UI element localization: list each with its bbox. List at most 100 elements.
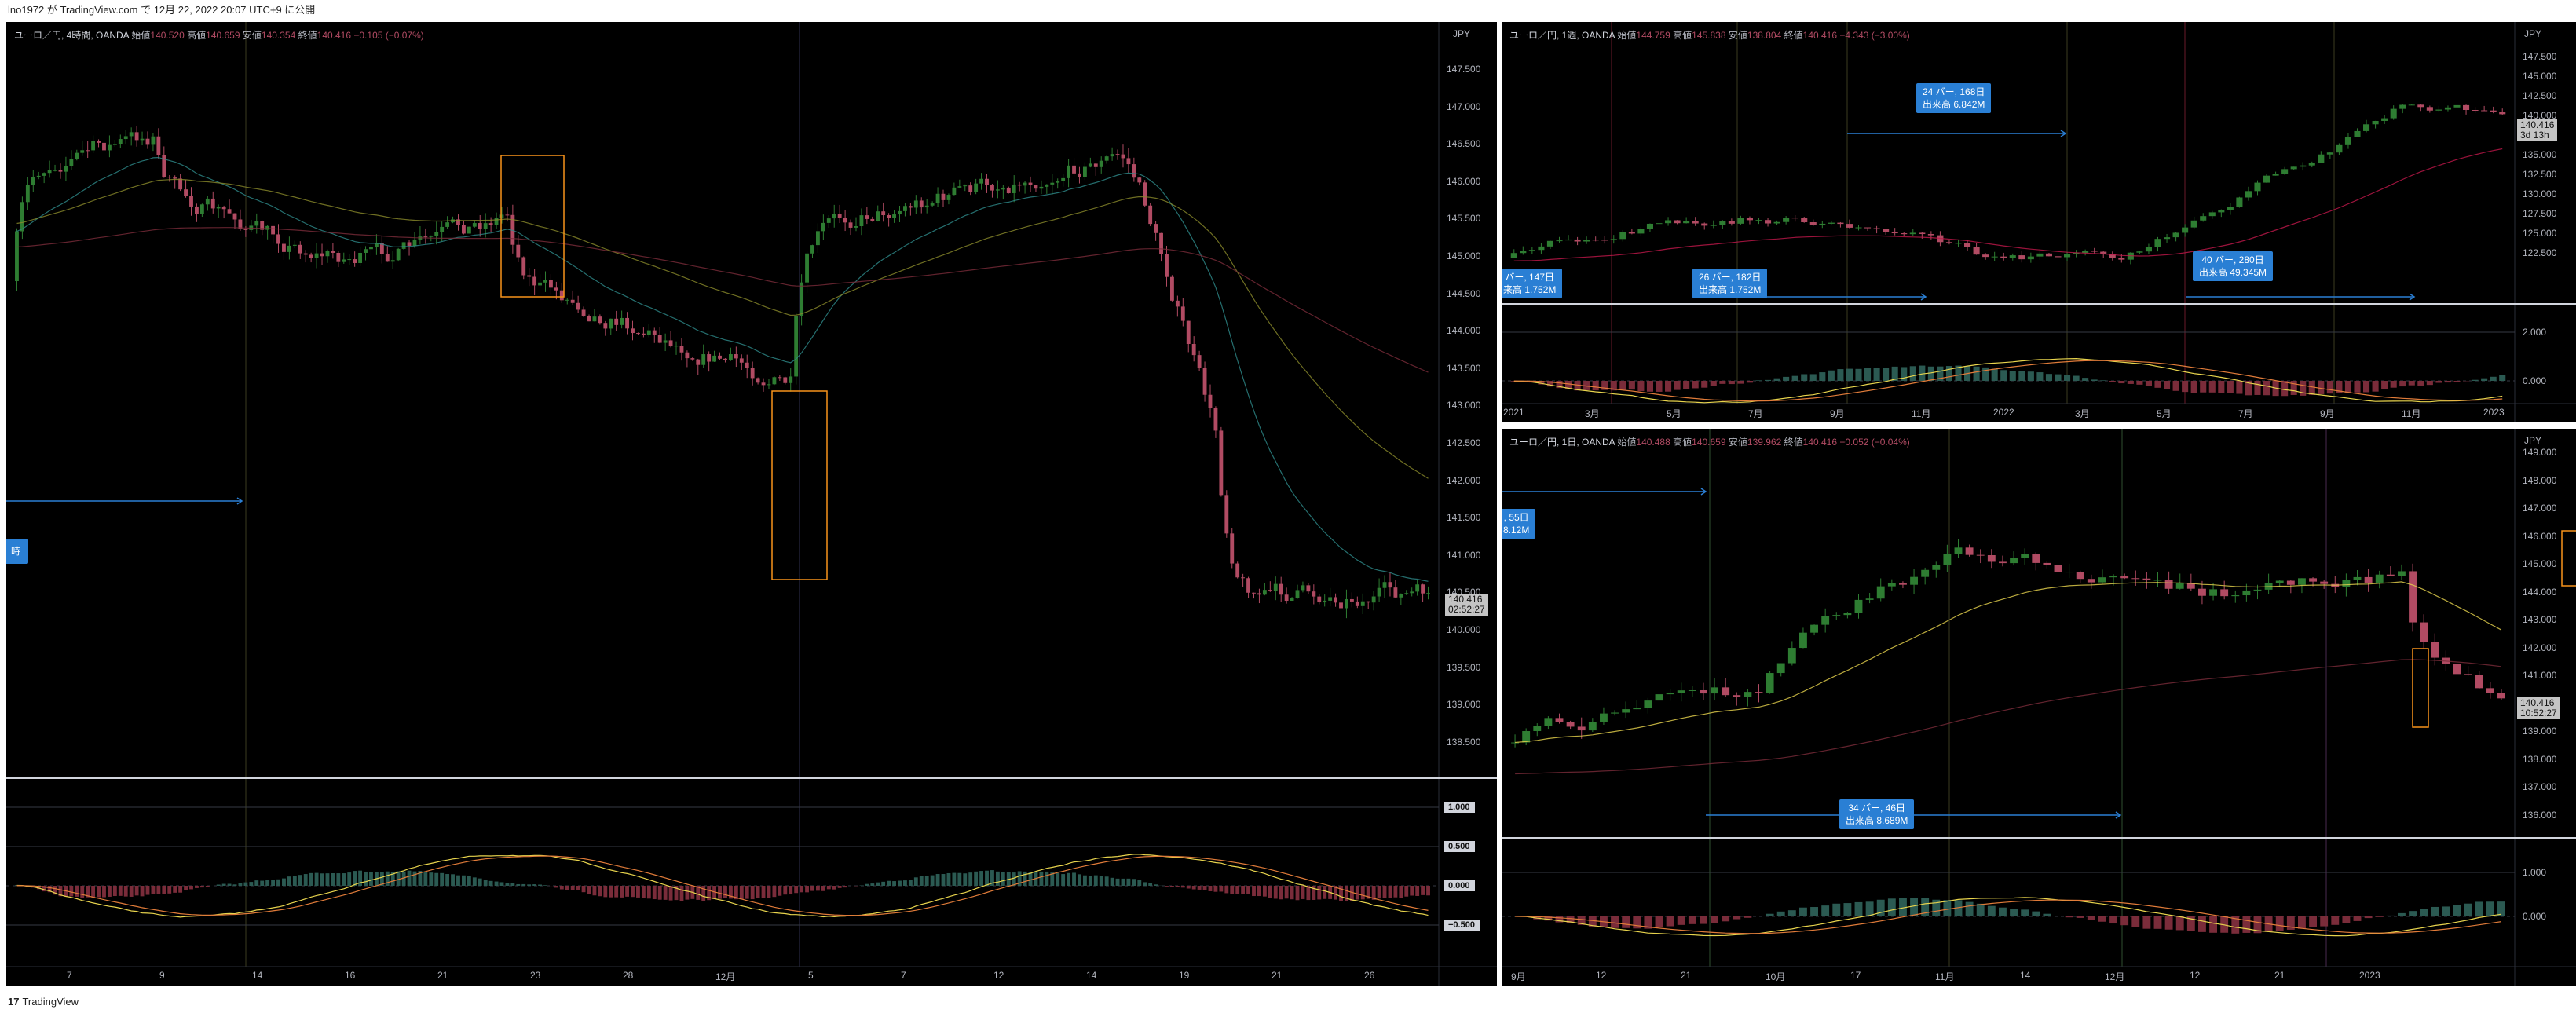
measure-callout[interactable]: 34 バー, 46日 出来高 8.689M xyxy=(1839,799,1915,829)
candle-body xyxy=(2444,107,2451,110)
histogram-bar xyxy=(199,886,204,888)
candle-body xyxy=(2275,580,2284,583)
candle-body xyxy=(898,210,902,215)
candle-body xyxy=(1766,673,1774,693)
candle-body xyxy=(2027,256,2034,260)
chart-canvas[interactable] xyxy=(1502,22,2576,422)
histogram-bar xyxy=(810,886,814,891)
candle-body xyxy=(1001,187,1005,190)
histogram-bar xyxy=(2464,903,2472,916)
histogram-bar xyxy=(1722,916,1730,922)
candle-body xyxy=(598,316,602,324)
histogram-bar xyxy=(1301,886,1305,899)
histogram-bar xyxy=(184,886,188,891)
candle-body xyxy=(2098,577,2106,583)
candle-body xyxy=(614,318,619,325)
candle-body xyxy=(663,340,668,343)
candle-body xyxy=(974,183,979,192)
measure-callout[interactable]: 24 バー, 168日 出来高 6.842M xyxy=(1916,83,1992,113)
histogram-bar xyxy=(401,871,406,886)
candle-body xyxy=(2381,118,2388,121)
histogram-bar xyxy=(173,886,177,893)
histogram-bar xyxy=(423,872,428,886)
histogram-bar xyxy=(2286,916,2295,930)
histogram-bar xyxy=(112,886,117,897)
candle-body xyxy=(1544,718,1553,726)
histogram-bar xyxy=(1202,886,1207,890)
histogram-bar xyxy=(2354,381,2361,393)
histogram-bar xyxy=(47,886,52,893)
histogram-bar xyxy=(390,872,395,886)
price-tick-label: 143.000 xyxy=(1447,400,1481,411)
histogram-bar xyxy=(2076,916,2084,918)
candle-body xyxy=(2453,104,2461,108)
histogram-bar xyxy=(1692,381,1699,389)
histogram-bar xyxy=(1104,876,1109,886)
chart-panel-1w[interactable]: ユーロ／円, 1週, OANDA 始値144.759 高値145.838 安値1… xyxy=(1502,22,2576,422)
measure-callout[interactable]: 26 バー, 182日 出来高 1.752M xyxy=(1692,269,1768,298)
measure-callout[interactable]: , 55日 8.12M xyxy=(1502,509,1536,539)
oscillator-tick-label: 0.000 xyxy=(2523,375,2547,386)
candle-body xyxy=(1821,616,1830,625)
brand-name[interactable]: TradingView xyxy=(22,996,79,1008)
measure-callout[interactable]: バー, 147日 来高 1.752M xyxy=(1502,269,1563,298)
histogram-bar xyxy=(1284,886,1289,899)
measure-callout[interactable]: 40 バー, 280日 出来高 49.345M xyxy=(2193,251,2274,281)
histogram-bar xyxy=(1791,375,1798,381)
candle-body xyxy=(1252,592,1256,594)
candle-body xyxy=(772,377,777,385)
arrow-head xyxy=(2060,130,2067,137)
candle-body xyxy=(2118,258,2125,260)
chart-canvas[interactable] xyxy=(6,22,1497,986)
histogram-bar xyxy=(2409,911,2417,916)
last-price-tag: 140.416 10:52:27 xyxy=(2517,697,2560,719)
histogram-bar xyxy=(1399,886,1403,898)
candle-body xyxy=(1382,582,1387,588)
candle-body xyxy=(47,170,52,174)
candle-body xyxy=(1887,583,1896,587)
histogram-bar xyxy=(2098,916,2106,922)
histogram-bar xyxy=(1028,872,1033,886)
symbol-legend: ユーロ／円, 1日, OANDA 始値140.488 高値140.659 安値1… xyxy=(1509,437,1910,448)
histogram-bar xyxy=(657,886,662,900)
histogram-bar xyxy=(2043,913,2051,916)
histogram-bar xyxy=(1544,916,1553,921)
histogram-bar xyxy=(36,886,41,890)
histogram-bar xyxy=(134,886,139,896)
candle-body xyxy=(2010,558,2018,564)
candle-body xyxy=(385,254,390,262)
chart-canvas[interactable] xyxy=(1502,429,2576,986)
candle-body xyxy=(467,226,471,234)
histogram-bar xyxy=(2009,371,2016,381)
histogram-bar xyxy=(990,870,994,886)
chart-panel-1d[interactable]: ユーロ／円, 1日, OANDA 始値140.488 高値140.659 安値1… xyxy=(1502,429,2576,986)
candle-body xyxy=(303,253,308,255)
candle-body xyxy=(2290,166,2297,170)
histogram-bar xyxy=(1371,886,1376,900)
candle-body xyxy=(1224,495,1229,534)
candle-body xyxy=(1290,598,1294,602)
histogram-bar xyxy=(1565,381,1572,389)
candle-body xyxy=(1746,218,1753,221)
candle-body xyxy=(2390,108,2397,119)
histogram-bar xyxy=(1601,381,1608,390)
histogram-bar xyxy=(15,885,19,886)
histogram-bar xyxy=(723,886,727,898)
chart-panel-4h[interactable]: ユーロ／円, 4時間, OANDA 始値140.520 高値140.659 安値… xyxy=(6,22,1497,986)
candle-body xyxy=(369,247,373,250)
measure-callout[interactable]: 時 xyxy=(6,539,29,564)
candle-body xyxy=(2245,191,2252,198)
candle-body xyxy=(2082,251,2089,253)
histogram-bar xyxy=(543,885,547,886)
candle-body xyxy=(2420,622,2428,642)
arrow-head xyxy=(236,497,243,505)
candle-body xyxy=(1520,251,1527,254)
histogram-bar xyxy=(292,875,297,886)
candle-body xyxy=(2009,255,2016,258)
histogram-bar xyxy=(641,886,646,898)
histogram-bar xyxy=(1883,368,1890,381)
histogram-bar xyxy=(1555,916,1564,923)
histogram-bar xyxy=(1224,886,1229,894)
histogram-bar xyxy=(1783,376,1790,381)
candle-body xyxy=(429,236,434,237)
